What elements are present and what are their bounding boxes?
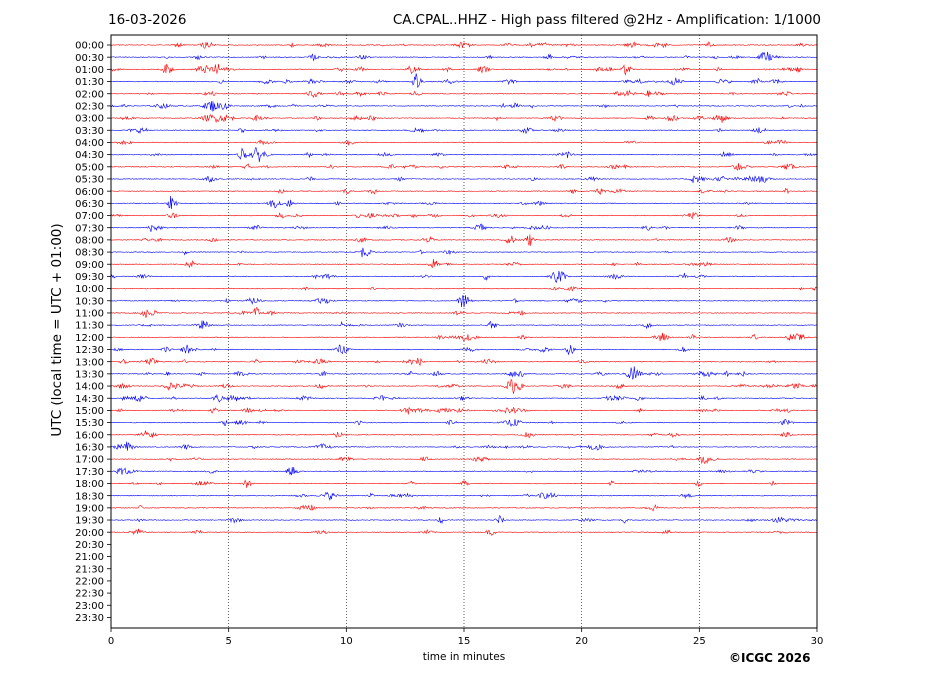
trace-1830 — [110, 491, 818, 501]
trace-1430 — [110, 393, 818, 403]
y-tick-label: 06:30 — [75, 199, 104, 210]
trace-group — [110, 41, 818, 536]
x-tick-label: 20 — [575, 636, 588, 647]
y-tick-label: 16:00 — [75, 430, 104, 441]
y-tick-label: 13:30 — [75, 369, 104, 380]
y-tick-label: 10:00 — [75, 284, 104, 295]
y-tick-label: 19:00 — [75, 503, 104, 514]
trace-0200 — [110, 89, 818, 98]
y-tick-label: 23:30 — [75, 613, 104, 624]
y-tick-label: 10:30 — [75, 296, 104, 307]
trace-0830 — [110, 247, 818, 258]
y-axis-label: UTC (local time = UTC + 01:00) — [49, 223, 65, 437]
y-tick-label: 18:00 — [75, 479, 104, 490]
trace-1900 — [110, 504, 818, 512]
x-axis: 0 5 10 15 20 25 30 — [108, 628, 824, 647]
trace-1030 — [110, 295, 818, 308]
x-axis-label: time in minutes — [422, 651, 506, 663]
trace-0330 — [110, 127, 818, 135]
y-tick-label: 17:30 — [75, 467, 104, 478]
y-tick-label: 05:30 — [75, 175, 104, 186]
x-tick-label: 10 — [340, 636, 353, 647]
x-tick-label: 0 — [108, 636, 114, 647]
y-tick-label: 15:30 — [75, 418, 104, 429]
y-tick-label: 21:00 — [75, 552, 104, 563]
header-date: 16-03-2026 — [108, 12, 187, 28]
trace-1000 — [110, 286, 818, 292]
grid-group — [228, 35, 700, 628]
trace-1100 — [110, 306, 818, 318]
y-tick-label: 22:30 — [75, 589, 104, 600]
y-tick-label: 06:00 — [75, 187, 104, 198]
trace-1700 — [110, 456, 818, 465]
y-tick-label: 03:30 — [75, 126, 104, 137]
trace-0400 — [110, 139, 818, 146]
trace-1300 — [110, 357, 818, 366]
y-tick-label: 01:00 — [75, 65, 104, 76]
y-tick-label: 07:30 — [75, 223, 104, 234]
y-tick-label: 21:30 — [75, 564, 104, 575]
trace-0100 — [110, 63, 818, 76]
y-tick-label: 23:00 — [75, 601, 104, 612]
trace-1330 — [110, 366, 818, 380]
trace-1130 — [110, 320, 818, 330]
y-tick-label: 15:00 — [75, 406, 104, 417]
trace-0130 — [110, 73, 818, 88]
trace-0630 — [110, 196, 818, 210]
trace-0430 — [110, 147, 818, 163]
y-tick-label: 01:30 — [75, 77, 104, 88]
y-tick-label: 22:00 — [75, 577, 104, 588]
trace-0530 — [110, 175, 818, 184]
trace-1930 — [110, 515, 818, 524]
y-tick-label: 11:00 — [75, 309, 104, 320]
y-tick-label: 12:00 — [75, 333, 104, 344]
trace-1730 — [110, 467, 818, 476]
y-tick-label: 16:30 — [75, 443, 104, 454]
y-tick-label: 09:30 — [75, 272, 104, 283]
trace-2000 — [110, 528, 818, 536]
y-tick-label: 07:00 — [75, 211, 104, 222]
trace-1200 — [110, 332, 818, 342]
y-tick-label: 09:00 — [75, 260, 104, 271]
y-tick-label: 17:00 — [75, 455, 104, 466]
y-tick-label: 08:00 — [75, 235, 104, 246]
x-tick-label: 5 — [225, 636, 231, 647]
trace-1230 — [110, 344, 818, 356]
y-tick-label: 02:00 — [75, 89, 104, 100]
x-tick-label: 25 — [693, 636, 706, 647]
y-tick-label: 18:30 — [75, 491, 104, 502]
trace-1800 — [110, 479, 818, 488]
trace-0230 — [110, 101, 818, 112]
x-tick-label: 30 — [811, 636, 824, 647]
y-tick-label: 02:30 — [75, 102, 104, 113]
y-tick-label: 08:30 — [75, 248, 104, 259]
y-tick-label: 14:30 — [75, 394, 104, 405]
y-tick-label: 20:00 — [75, 528, 104, 539]
trace-0900 — [110, 258, 818, 269]
y-tick-label: 00:00 — [75, 41, 104, 52]
x-tick-label: 15 — [458, 636, 471, 647]
copyright-notice: ©ICGC 2026 — [729, 651, 811, 665]
y-tick-label: 04:30 — [75, 150, 104, 161]
y-tick-label: 12:30 — [75, 345, 104, 356]
y-tick-label: 20:30 — [75, 540, 104, 551]
y-tick-label: 19:30 — [75, 516, 104, 527]
y-tick-label: 03:00 — [75, 114, 104, 125]
y-tick-label: 13:00 — [75, 357, 104, 368]
y-tick-label: 14:00 — [75, 382, 104, 393]
y-tick-label: 00:30 — [75, 53, 104, 64]
chart-title: CA.CPAL..HHZ - High pass filtered @2Hz -… — [392, 12, 821, 28]
y-tick-label: 04:00 — [75, 138, 104, 149]
y-tick-label: 11:30 — [75, 321, 104, 332]
trace-0300 — [110, 114, 818, 124]
y-tick-label: 05:00 — [75, 162, 104, 173]
